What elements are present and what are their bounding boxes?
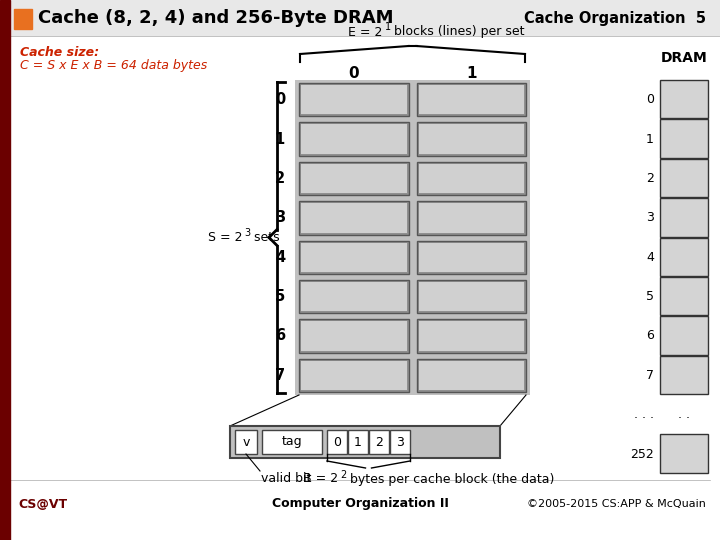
Bar <box>299 319 408 353</box>
Text: 252: 252 <box>630 448 654 461</box>
Bar <box>660 356 708 394</box>
Bar <box>299 240 408 274</box>
Text: 1: 1 <box>354 435 362 449</box>
Bar <box>262 430 322 454</box>
Text: 1: 1 <box>384 22 391 32</box>
Bar <box>418 164 524 193</box>
Bar <box>416 162 526 195</box>
Text: Cache (8, 2, 4) and 256-Byte DRAM: Cache (8, 2, 4) and 256-Byte DRAM <box>38 9 394 27</box>
Bar <box>416 319 526 353</box>
Text: . . .: . . . <box>634 408 654 421</box>
Bar <box>348 430 368 454</box>
Bar <box>660 119 708 158</box>
Text: E = 2: E = 2 <box>348 25 382 38</box>
Text: 3: 3 <box>646 211 654 224</box>
Bar <box>418 242 524 272</box>
Text: 0: 0 <box>348 66 359 82</box>
Text: 0: 0 <box>333 435 341 449</box>
Text: blocks (lines) per set: blocks (lines) per set <box>390 25 525 38</box>
Text: 2: 2 <box>375 435 383 449</box>
Bar <box>10 0 720 35</box>
Bar <box>301 361 407 390</box>
Text: Cache Organization  5: Cache Organization 5 <box>524 10 706 25</box>
Text: 7: 7 <box>275 368 285 383</box>
Bar <box>418 124 524 154</box>
Bar <box>390 430 410 454</box>
Text: 0: 0 <box>646 93 654 106</box>
Text: 3: 3 <box>275 210 285 225</box>
Bar <box>660 434 708 472</box>
Bar <box>416 280 526 313</box>
Text: B = 2: B = 2 <box>303 472 338 485</box>
Bar <box>299 280 408 313</box>
Bar <box>0 0 10 540</box>
Bar <box>418 282 524 311</box>
Text: 2: 2 <box>341 470 347 480</box>
Bar <box>14 9 32 29</box>
Text: C = S x E x B = 64 data bytes: C = S x E x B = 64 data bytes <box>20 59 207 72</box>
Bar <box>660 80 708 118</box>
Text: 6: 6 <box>275 328 285 343</box>
Text: 1: 1 <box>646 132 654 146</box>
Text: 1: 1 <box>466 66 477 82</box>
Text: 7: 7 <box>646 369 654 382</box>
Bar <box>327 430 347 454</box>
Bar <box>418 203 524 233</box>
Bar <box>299 83 408 117</box>
Bar <box>416 123 526 156</box>
Bar <box>418 85 524 114</box>
Text: 1: 1 <box>275 132 285 146</box>
Text: 2: 2 <box>275 171 285 186</box>
Text: 2: 2 <box>646 172 654 185</box>
Text: 4: 4 <box>275 249 285 265</box>
Bar <box>416 201 526 234</box>
Text: 3: 3 <box>244 227 250 238</box>
Bar <box>235 430 257 454</box>
Bar <box>299 359 408 392</box>
Text: 3: 3 <box>396 435 404 449</box>
Bar <box>416 83 526 117</box>
Bar <box>230 426 500 458</box>
Bar <box>660 159 708 197</box>
Bar <box>301 203 407 233</box>
Bar <box>660 316 708 355</box>
Bar <box>299 201 408 234</box>
Bar <box>295 80 530 395</box>
Bar <box>369 430 389 454</box>
Bar <box>301 242 407 272</box>
Bar <box>10 36 720 492</box>
Bar <box>660 238 708 276</box>
Bar <box>418 321 524 350</box>
Text: Cache size:: Cache size: <box>20 45 99 58</box>
Bar <box>301 85 407 114</box>
Bar <box>416 240 526 274</box>
Text: CS@VT: CS@VT <box>18 497 67 510</box>
Text: Computer Organization II: Computer Organization II <box>271 497 449 510</box>
Bar <box>301 321 407 350</box>
Bar <box>416 359 526 392</box>
Text: . .: . . <box>678 408 690 421</box>
Text: 4: 4 <box>646 251 654 264</box>
Text: DRAM: DRAM <box>661 51 707 65</box>
Bar <box>418 361 524 390</box>
Bar <box>299 162 408 195</box>
Text: bytes per cache block (the data): bytes per cache block (the data) <box>346 472 555 485</box>
Text: 0: 0 <box>275 92 285 107</box>
Text: v: v <box>243 435 250 449</box>
Bar <box>301 164 407 193</box>
Text: ©2005-2015 CS:APP & McQuain: ©2005-2015 CS:APP & McQuain <box>527 499 706 509</box>
Text: tag: tag <box>282 435 302 449</box>
Text: 5: 5 <box>646 290 654 303</box>
Text: S = 2: S = 2 <box>207 231 242 244</box>
Bar <box>299 123 408 156</box>
Text: valid bit: valid bit <box>261 472 311 485</box>
Text: 5: 5 <box>275 289 285 304</box>
Text: sets: sets <box>250 231 279 244</box>
Text: 6: 6 <box>646 329 654 342</box>
Bar <box>660 198 708 237</box>
Bar <box>301 124 407 154</box>
Bar <box>660 277 708 315</box>
Bar <box>301 282 407 311</box>
